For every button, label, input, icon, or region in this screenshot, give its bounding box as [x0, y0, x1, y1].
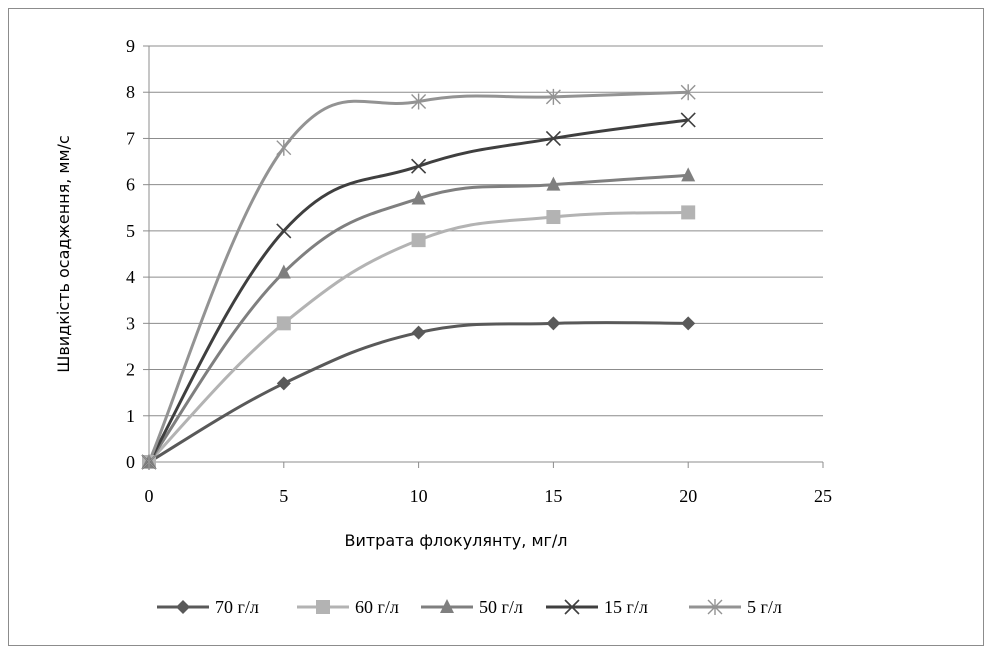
x-tick-label-2: 10 — [410, 486, 428, 506]
data-point-3-4 — [680, 112, 696, 128]
y-tick-label-4: 4 — [126, 267, 135, 287]
legend-marker-2 — [440, 599, 454, 613]
axes — [143, 45, 824, 468]
y-tick-label-8: 8 — [126, 82, 135, 102]
data-point-2-2 — [411, 190, 426, 205]
x-tick-label-5: 25 — [814, 486, 832, 506]
series-markers — [141, 84, 696, 470]
legend-marker-0 — [176, 600, 190, 614]
chart-frame: 0 1 2 3 4 5 6 7 8 9 0 5 10 15 20 25 Швидкість осадженн… — [8, 8, 984, 646]
series-line-3 — [147, 118, 689, 463]
data-point-2-3 — [546, 176, 561, 191]
data-point-3-1 — [276, 223, 292, 239]
legend-label-1: 60 г/л — [355, 597, 399, 617]
y-tick-label-0: 0 — [126, 452, 135, 472]
data-point-4-1 — [276, 139, 292, 156]
data-point-4-3 — [545, 88, 561, 105]
data-point-1-1 — [276, 316, 291, 331]
x-tick-label-4: 20 — [679, 486, 697, 506]
y-tick-label-6: 6 — [126, 175, 135, 195]
series-line-4 — [147, 90, 689, 463]
data-point-3-3 — [545, 130, 561, 147]
legend-marker-1 — [316, 600, 330, 614]
y-tick-label-2: 2 — [126, 360, 135, 380]
legend-label-4: 5 г/л — [747, 597, 782, 617]
legend-label-3: 15 г/л — [604, 597, 648, 617]
data-point-1-4 — [681, 205, 696, 220]
data-point-4-0 — [141, 454, 157, 470]
y-tick-label-1: 1 — [126, 406, 135, 426]
legend-label-2: 50 г/л — [479, 597, 523, 617]
data-point-2-4 — [681, 167, 696, 182]
data-point-4-2 — [411, 93, 427, 110]
data-point-0-1 — [276, 376, 291, 391]
y-tick-label-5: 5 — [126, 221, 135, 241]
gridlines — [149, 45, 823, 417]
x-tick-labels: 0 5 10 15 20 25 — [145, 486, 833, 506]
x-axis-title: Витрата флокулянту, мг/л — [344, 531, 567, 550]
legend-marker-4 — [707, 599, 723, 615]
data-point-0-2 — [411, 325, 426, 340]
legend-marker-3 — [564, 599, 580, 615]
y-tick-label-9: 9 — [126, 36, 135, 56]
data-point-4-4 — [680, 84, 696, 101]
y-tick-labels: 0 1 2 3 4 5 6 7 8 9 — [126, 36, 135, 472]
y-tick-label-3: 3 — [126, 313, 135, 333]
x-tick-label-3: 15 — [544, 486, 562, 506]
y-axis-title: Швидкість осадження, мм/с — [54, 135, 73, 373]
data-point-3-2 — [411, 158, 427, 174]
legend: 70 г/л 60 г/л 50 г/л 15 г/л 5 г/л — [157, 597, 782, 617]
data-point-0-3 — [546, 316, 561, 331]
line-chart: 0 1 2 3 4 5 6 7 8 9 0 5 10 15 20 25 Швидкість осадженн… — [54, 36, 833, 617]
data-point-0-4 — [681, 316, 696, 331]
x-tick-label-0: 0 — [145, 486, 154, 506]
series-line-0 — [148, 321, 689, 464]
legend-label-0: 70 г/л — [215, 597, 259, 617]
y-tick-label-7: 7 — [126, 128, 135, 148]
data-point-1-2 — [411, 233, 426, 248]
x-tick-label-1: 5 — [279, 486, 288, 506]
series-line-2 — [147, 173, 689, 463]
data-point-2-1 — [276, 264, 291, 279]
data-point-1-3 — [546, 210, 561, 225]
